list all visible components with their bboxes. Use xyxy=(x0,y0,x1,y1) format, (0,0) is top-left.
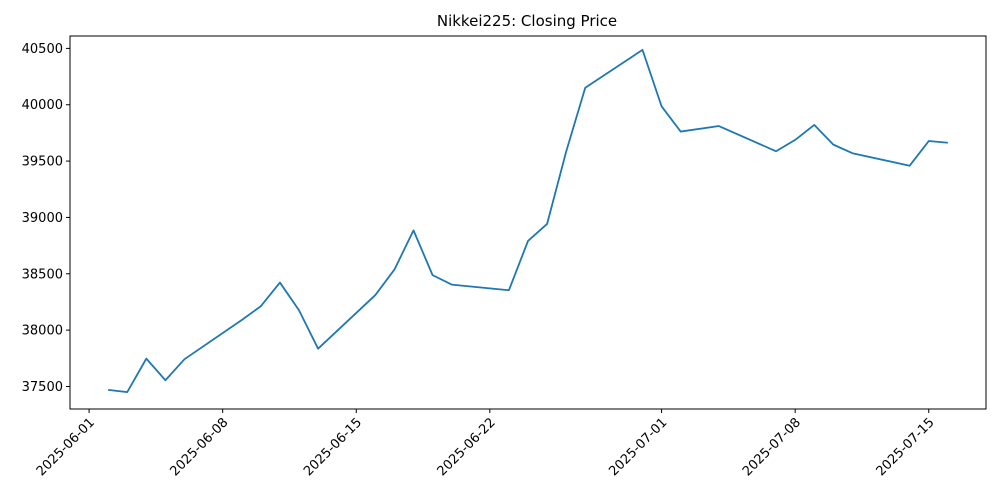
axes xyxy=(69,35,987,410)
y-tick-label: 38500 xyxy=(22,267,63,282)
x-tick-label: 2025-06-15 xyxy=(301,415,365,479)
ticks: 37500 38000 38500 39000 39500 40000 40500 2025-… xyxy=(22,42,938,479)
x-tick-label: 2025-07-08 xyxy=(740,415,804,479)
x-tick-label: 2025-06-01 xyxy=(34,415,98,479)
y-tick-label: 37500 xyxy=(22,380,63,395)
x-tick-label: 2025-07-15 xyxy=(874,415,938,479)
x-tick-label: 2025-07-01 xyxy=(606,415,670,479)
y-tick-label: 39000 xyxy=(22,211,63,226)
y-tick-label: 38000 xyxy=(22,324,63,339)
y-tick-label: 40500 xyxy=(22,42,63,57)
plot-frame xyxy=(69,35,987,410)
y-tick-label: 39500 xyxy=(22,155,63,170)
x-tick-label: 2025-06-08 xyxy=(167,415,231,479)
chart-title: Nikkei225: Closing Price xyxy=(437,12,617,30)
series-layer xyxy=(108,48,948,394)
x-tick-label: 2025-06-22 xyxy=(435,415,499,479)
y-tick-label: 40000 xyxy=(22,98,63,113)
series-line-0 xyxy=(108,48,948,394)
